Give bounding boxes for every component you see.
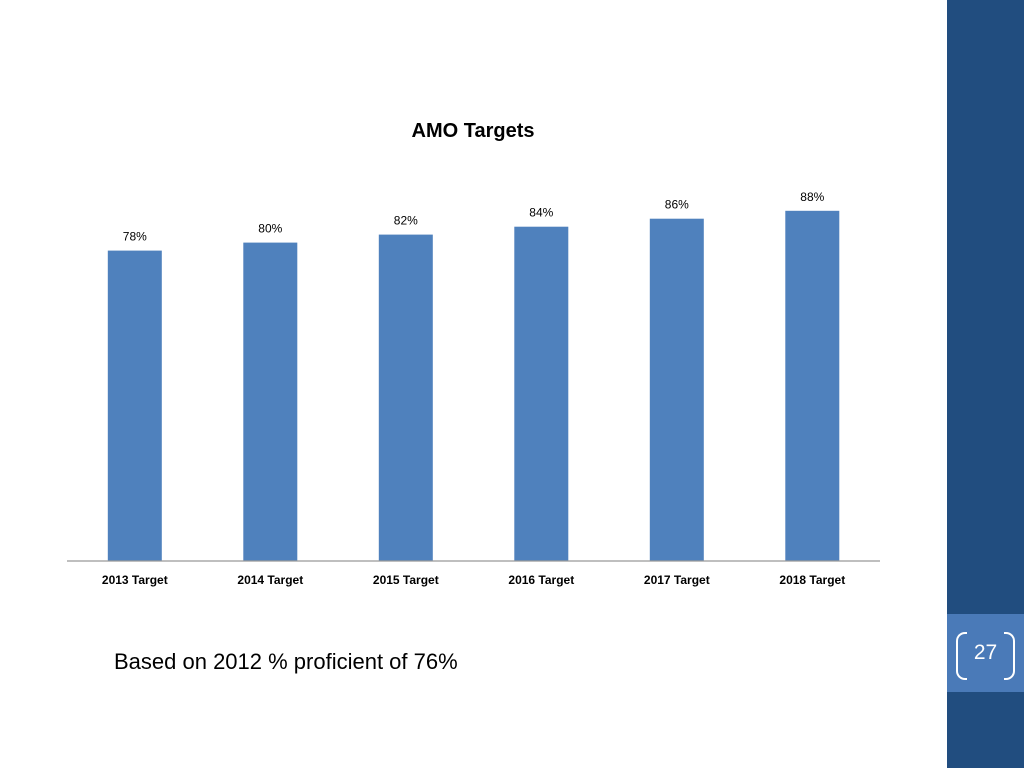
data-label: 88% [800,190,824,204]
x-tick-label: 2015 Target [373,573,439,587]
page-number: 27 [973,641,998,664]
right-bracket-icon [1004,632,1015,680]
footnote-text: Based on 2012 % proficient of 76% [114,649,458,674]
data-label: 86% [665,198,689,212]
bar [243,242,298,561]
bars-group [107,210,840,562]
data-label: 84% [529,206,553,220]
x-tick-label: 2018 Target [779,573,845,587]
bar [107,250,162,561]
data-label: 82% [394,214,418,228]
x-tick-label: 2013 Target [102,573,168,587]
bar [514,226,569,561]
data-label: 78% [123,230,147,244]
page-number-box: 27 [947,614,1024,692]
data-label: 80% [258,222,282,236]
x-tick-label: 2014 Target [237,573,303,587]
bar [649,218,704,561]
bar-chart: AMO Targets 78% 80% 82% 84% 86% 88% 2013 Targ… [67,120,880,587]
bar [785,210,840,562]
data-labels-group: 78% 80% 82% 84% 86% 88% [123,190,825,244]
left-bracket-icon [956,632,967,680]
chart-title: AMO Targets [412,120,535,142]
x-tick-label: 2017 Target [644,573,710,587]
x-tick-label: 2016 Target [508,573,574,587]
x-tick-labels-group: 2013 Target 2014 Target 2015 Target 2016 Ta… [102,573,845,587]
bar [378,234,433,561]
